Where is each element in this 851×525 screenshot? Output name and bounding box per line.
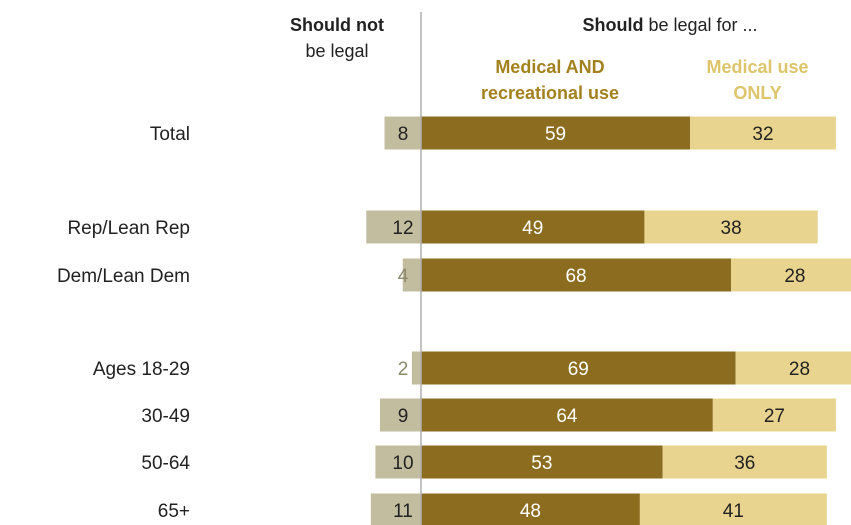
- bar-med-rec: [421, 351, 736, 385]
- header-should-not: Should not be legal: [262, 12, 412, 64]
- value-med-rec: 69: [568, 359, 589, 380]
- bar-should-not: [411, 351, 421, 385]
- value-should-not: 2: [398, 359, 409, 380]
- value-should-not: 4: [398, 266, 409, 287]
- bar-med-only: [639, 493, 827, 525]
- value-med-only: 27: [764, 406, 785, 427]
- header-should-not-rest: be legal: [305, 41, 369, 61]
- row-label: Ages 18-29: [93, 359, 190, 380]
- value-med-rec: 49: [522, 218, 543, 239]
- bar-med-only: [731, 258, 851, 292]
- value-med-rec: 64: [556, 406, 578, 427]
- bar-should-not: [370, 493, 421, 525]
- value-med-only: 28: [789, 359, 810, 380]
- row-label: 30-49: [141, 406, 190, 427]
- bar-med-only: [712, 398, 836, 432]
- value-med-rec: 68: [565, 266, 586, 287]
- header-should-be-legal: Should be legal for ...: [520, 12, 820, 38]
- value-med-only: 32: [752, 124, 773, 145]
- bar-med-only: [735, 351, 851, 385]
- bar-med-only: [690, 116, 836, 150]
- value-should-not: 9: [398, 406, 409, 427]
- header-should-not-bold: Should not: [290, 15, 384, 35]
- value-should-not: 10: [392, 453, 413, 474]
- header-med-only-line2: ONLY: [733, 83, 782, 103]
- header-med-rec: Medical AND recreational use: [440, 54, 660, 106]
- bar-med-rec: [421, 258, 732, 292]
- value-should-not: 8: [398, 124, 409, 145]
- row-label: 50-64: [141, 453, 190, 474]
- value-med-only: 36: [734, 453, 755, 474]
- bar-med-rec: [421, 493, 640, 525]
- bar-med-rec: [421, 210, 645, 244]
- value-should-not: 11: [393, 501, 413, 522]
- header-med-rec-line1: Medical AND: [495, 57, 605, 77]
- bar-med-rec: [421, 116, 691, 150]
- bar-med-rec: [421, 398, 713, 432]
- value-med-only: 38: [721, 218, 742, 239]
- bar-med-rec: [421, 445, 663, 479]
- row-label: Rep/Lean Rep: [67, 218, 190, 239]
- row-label: Total: [150, 124, 190, 145]
- header-med-only-line1: Medical use: [706, 57, 809, 77]
- value-should-not: 12: [392, 218, 413, 239]
- value-med-rec: 48: [520, 501, 541, 522]
- bar-should-not: [402, 258, 421, 292]
- bar-med-only: [662, 445, 827, 479]
- bar-should-not: [379, 398, 421, 432]
- value-med-rec: 53: [531, 453, 552, 474]
- row-label: 65+: [158, 501, 190, 522]
- value-med-rec: 59: [545, 124, 566, 145]
- header-should-rest: be legal for ...: [648, 15, 758, 35]
- header-should-bold: Should: [582, 15, 644, 35]
- header-med-rec-line2: recreational use: [480, 83, 620, 103]
- header-med-only: Medical use ONLY: [670, 54, 845, 106]
- bar-med-only: [644, 210, 818, 244]
- value-med-only: 28: [784, 266, 805, 287]
- row-label: Dem/Lean Dem: [57, 266, 190, 287]
- bar-should-not: [375, 445, 421, 479]
- bar-should-not: [366, 210, 421, 244]
- value-med-only: 41: [723, 501, 744, 522]
- bar-should-not: [384, 116, 421, 150]
